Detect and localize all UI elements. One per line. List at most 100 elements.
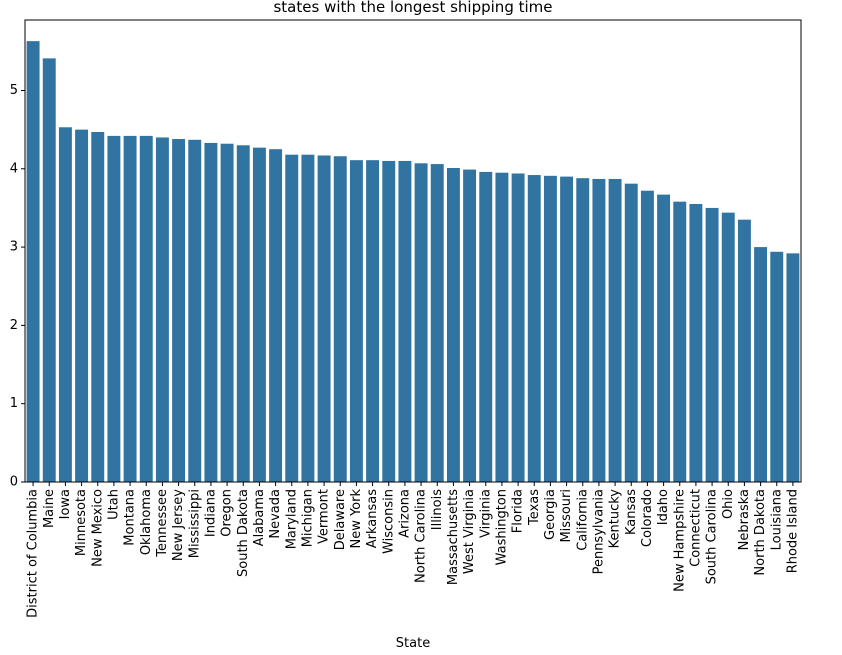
x-tick-label: Missouri (559, 489, 574, 543)
x-tick-label: Delaware (333, 489, 348, 550)
x-tick-label: Virginia (478, 489, 493, 538)
bar-new-york (349, 160, 363, 482)
bar-maryland (285, 154, 299, 482)
x-tick-label: Vermont (317, 489, 332, 544)
x-tick-label: Kansas (624, 489, 639, 535)
bar-north-dakota (754, 247, 768, 482)
x-tick-label: District of Columbia (26, 489, 41, 618)
x-tick-label: Georgia (543, 489, 558, 540)
bar-mississippi (188, 139, 202, 483)
bar-new-hampshire (673, 201, 687, 483)
x-tick-label: North Dakota (753, 489, 768, 576)
x-tick-label: New Mexico (90, 489, 105, 567)
y-axis: 0 1 2 3 4 5 (10, 83, 25, 490)
bar-alabama (252, 147, 266, 483)
bar-pennsylvania (592, 178, 606, 482)
bar-idaho (657, 194, 671, 482)
bar-florida (511, 173, 525, 482)
x-tick-label: Rhode Island (785, 489, 800, 573)
x-tick-label: Ohio (721, 489, 736, 519)
x-tick-label: North Carolina (414, 489, 429, 583)
bar-connecticut (689, 204, 703, 482)
bar-ohio (721, 212, 735, 483)
bar-new-mexico (91, 131, 105, 483)
x-tick-label: Montana (123, 489, 138, 546)
bar-tennessee (155, 137, 169, 482)
x-tick-label: Kentucky (608, 489, 623, 549)
x-tick-label: Michigan (300, 489, 315, 547)
bar-nebraska (737, 219, 751, 482)
y-tick-label: 4 (10, 161, 18, 176)
y-tick-label: 5 (10, 83, 18, 98)
x-tick-label: Washington (494, 489, 509, 565)
x-tick-label: Alabama (252, 489, 267, 546)
x-tick-label: Illinois (430, 489, 445, 530)
x-axis-label: State (396, 636, 430, 651)
x-tick-label: Nevada (268, 489, 283, 539)
bar-vermont (317, 155, 331, 482)
bar-minnesota (75, 129, 89, 482)
bar-georgia (543, 175, 557, 482)
x-tick-label: Massachusetts (446, 489, 461, 585)
bar-arkansas (366, 160, 380, 482)
x-tick-label: Wisconsin (381, 489, 396, 554)
x-tick-label: California (575, 489, 590, 551)
bar-massachusetts (446, 167, 460, 482)
bar-utah (107, 135, 121, 482)
x-tick-label: Connecticut (688, 489, 703, 567)
x-tick-label: Tennessee (155, 489, 170, 558)
x-tick-label: New Hampshire (672, 489, 687, 592)
y-tick-label: 2 (10, 318, 18, 333)
x-tick-label: Louisiana (769, 489, 784, 550)
bar-california (576, 178, 590, 482)
x-tick-label: Indiana (203, 489, 218, 537)
x-tick-label: New York (349, 489, 364, 549)
bar-maine (42, 58, 56, 482)
plot-frame (24, 19, 802, 483)
bar-missouri (560, 176, 574, 482)
x-tick-label: West Virginia (462, 489, 477, 574)
x-tick-label: Arizona (397, 489, 412, 538)
x-tick-label: New Jersey (171, 489, 186, 561)
bar-oregon (220, 143, 234, 482)
x-tick-label: Mississippi (187, 489, 202, 558)
x-tick-label: South Carolina (705, 489, 720, 584)
x-tick-label: Idaho (656, 489, 671, 525)
bar-indiana (204, 142, 218, 483)
x-tick-label: Arkansas (365, 489, 380, 548)
bars-group (26, 41, 800, 483)
bar-kentucky (608, 178, 622, 482)
bar-west-virginia (463, 169, 477, 482)
x-tick-label: Pennsylvania (591, 489, 606, 574)
bar-kansas (624, 183, 638, 482)
bar-south-dakota (236, 145, 250, 482)
bar-north-carolina (414, 163, 428, 482)
bar-south-carolina (705, 207, 719, 483)
x-tick-label: South Dakota (236, 489, 251, 577)
y-tick-label: 3 (10, 240, 18, 255)
bar-district-of-columbia (26, 41, 40, 483)
bar-montana (123, 135, 137, 482)
x-axis: District of Columbia Maine Iowa Minnesota Ne… (26, 482, 800, 618)
x-tick-label: Oklahoma (139, 489, 154, 555)
x-tick-label: Florida (511, 489, 526, 533)
bar-texas (527, 175, 541, 482)
x-tick-label: Minnesota (74, 489, 89, 556)
y-tick-label: 1 (10, 396, 18, 411)
bar-louisiana (770, 251, 784, 482)
bar-washington (495, 172, 509, 482)
bar-rhode-island (786, 253, 800, 482)
bar-virginia (479, 171, 493, 482)
bar-michigan (301, 154, 315, 482)
x-tick-label: Maryland (284, 489, 299, 549)
x-tick-label: Maine (42, 489, 57, 528)
bar-iowa (58, 127, 72, 483)
bar-colorado (640, 190, 654, 482)
x-tick-label: Colorado (640, 489, 655, 547)
x-tick-label: Texas (527, 489, 542, 526)
x-tick-label: Nebraska (737, 489, 752, 550)
bar-new-jersey (172, 139, 186, 482)
bar-illinois (430, 164, 444, 482)
x-tick-label: Iowa (58, 489, 73, 519)
